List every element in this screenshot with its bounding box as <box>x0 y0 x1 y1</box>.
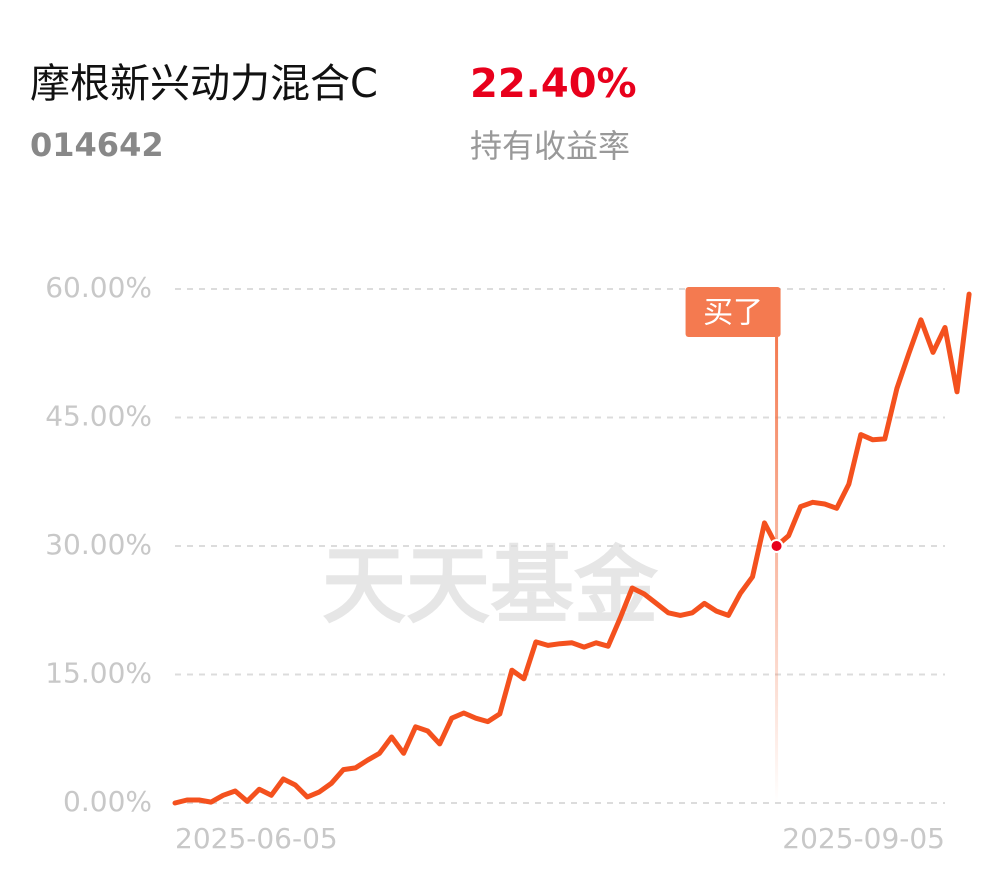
y-tick-label: 30.00% <box>45 528 152 561</box>
return-value: 22.40% <box>470 61 637 107</box>
y-tick-label: 45.00% <box>45 400 152 433</box>
watermark: 天天基金 <box>322 537 659 635</box>
x-tick-label: 2025-06-05 <box>175 822 338 855</box>
annotation-line <box>775 337 779 803</box>
y-tick-label: 15.00% <box>45 657 152 690</box>
annotation-box <box>685 287 781 337</box>
series-line <box>172 291 972 806</box>
y-tick-label: 0.00% <box>63 785 152 818</box>
annotation-text: 买了 <box>703 296 763 331</box>
fund-title: 摩根新兴动力混合C <box>30 61 378 107</box>
y-tick-label: 60.00% <box>45 271 152 304</box>
plot: 0.00% 15.00% 30.00% 45.00% 60.00% 2025-06-05 2… <box>45 271 972 855</box>
fund-code: 014642 <box>30 126 164 164</box>
x-tick-label: 2025-09-05 <box>782 822 945 855</box>
return-label: 持有收益率 <box>470 127 630 165</box>
annotation-point <box>769 539 784 553</box>
